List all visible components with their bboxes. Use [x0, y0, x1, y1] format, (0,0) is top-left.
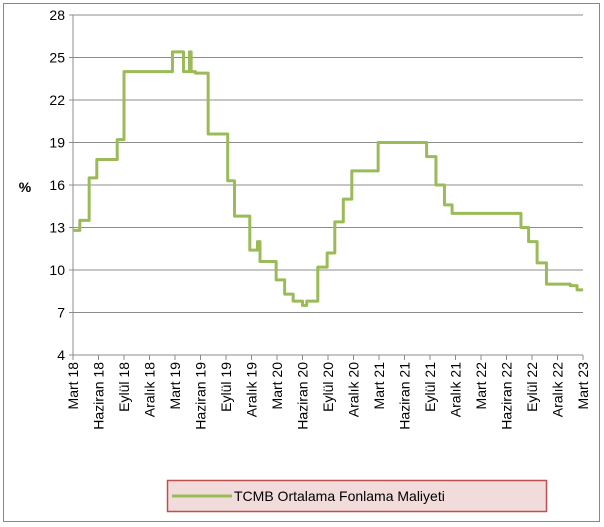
y-tick-label: 7 [57, 305, 65, 321]
y-tick-label: 16 [49, 177, 65, 193]
x-tick-label: Aralık 22 [550, 362, 566, 417]
x-tick-label: Eylül 20 [320, 362, 336, 412]
x-tick-label: Haziran 22 [499, 362, 515, 430]
y-tick-label: 25 [49, 50, 65, 66]
x-tick-label: Eylül 19 [218, 362, 234, 412]
x-tick-label: Aralık 20 [346, 362, 362, 417]
y-tick-label: 13 [49, 220, 65, 236]
x-tick-label: Haziran 18 [91, 362, 107, 430]
y-tick-label: 19 [49, 135, 65, 151]
legend-label: TCMB Ortalama Fonlama Maliyeti [234, 488, 445, 504]
x-tick-label: Haziran 19 [193, 362, 209, 430]
x-tick-label: Haziran 21 [397, 362, 413, 430]
chart-border [3, 3, 600, 522]
y-tick-label: 28 [49, 7, 65, 23]
x-tick-label: Eylül 18 [116, 362, 132, 412]
x-tick-label: Aralık 19 [244, 362, 260, 417]
x-tick-label: Mart 19 [167, 362, 183, 410]
x-tick-label: Mart 20 [269, 362, 285, 410]
y-axis-label: % [19, 179, 32, 195]
x-tick-label: Aralık 21 [448, 362, 464, 417]
x-tick-label: Eylül 22 [524, 362, 540, 412]
x-tick-label: Mart 23 [575, 362, 591, 410]
x-tick-label: Mart 21 [371, 362, 387, 410]
x-tick-label: Aralık 18 [142, 362, 158, 417]
x-tick-label: Eylül 21 [422, 362, 438, 412]
x-tick-label: Mart 22 [473, 362, 489, 410]
y-tick-label: 22 [49, 92, 65, 108]
data-line [73, 50, 583, 307]
y-tick-label: 4 [57, 347, 65, 363]
x-tick-label: Mart 18 [65, 362, 81, 410]
x-tick-label: Haziran 20 [295, 362, 311, 430]
y-tick-label: 10 [49, 262, 65, 278]
